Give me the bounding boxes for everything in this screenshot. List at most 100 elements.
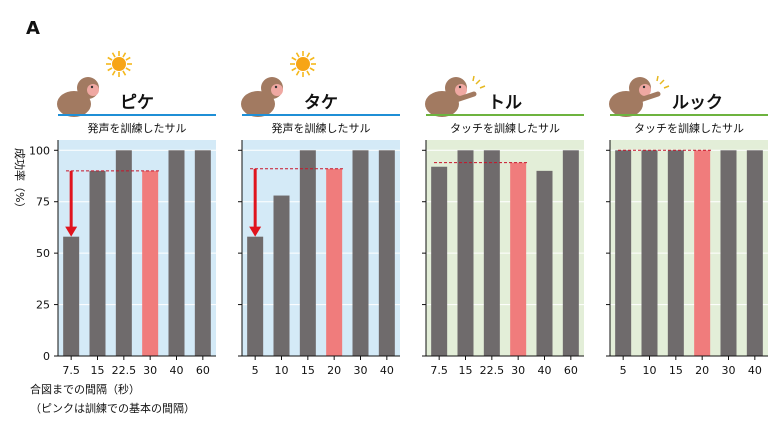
monkey-icon: [241, 77, 283, 117]
bar: [641, 150, 658, 356]
y-tick-label: 0: [43, 350, 50, 363]
x-tick-label: 30: [354, 364, 368, 377]
bar: [667, 150, 684, 356]
bar: [510, 162, 527, 356]
panel-subtitle: 発声を訓練したサル: [88, 121, 187, 135]
bar: [431, 166, 448, 356]
sun-core: [112, 57, 126, 71]
panel-subtitle: タッチを訓練したサル: [634, 121, 744, 135]
x-tick-label: 7.5: [62, 364, 80, 377]
x-tick-label: 40: [380, 364, 394, 377]
monkey-face: [455, 84, 467, 96]
bar: [168, 150, 185, 356]
sun-ray: [306, 52, 311, 58]
x-tick-label: 10: [643, 364, 657, 377]
sun-ray: [309, 56, 315, 61]
bar: [746, 150, 763, 356]
bar: [142, 170, 159, 356]
x-tick-label: 7.5: [430, 364, 448, 377]
x-axis-note-pink: （ピンクは訓練での基本の間隔）: [30, 401, 195, 415]
x-tick-label: 30: [143, 364, 157, 377]
monkey-touching-icon: [609, 75, 670, 117]
monkey-touching-icon: [425, 75, 486, 117]
x-tick-label: 40: [748, 364, 762, 377]
bar: [694, 150, 711, 356]
x-tick-label: 30: [511, 364, 525, 377]
touch-spark-icon: [656, 75, 670, 89]
panel-name: タケ: [304, 93, 338, 113]
monkey-arm: [637, 91, 661, 103]
panel-subtitle: タッチを訓練したサル: [450, 121, 560, 135]
x-tick-label: 15: [459, 364, 473, 377]
sun-ray: [111, 70, 116, 76]
sun-ray: [295, 70, 300, 76]
bar: [273, 195, 290, 356]
monkey-face: [87, 84, 99, 96]
monkey-face: [271, 84, 283, 96]
bar: [352, 150, 369, 356]
bar: [457, 150, 474, 356]
sun-ray: [306, 70, 311, 76]
plot-background: [426, 140, 584, 356]
sun-ray: [291, 56, 297, 61]
panel-name: ルック: [672, 93, 723, 113]
monkey-face: [639, 84, 651, 96]
sun-ray: [309, 67, 315, 72]
panel-subtitle: 発声を訓練したサル: [272, 121, 371, 135]
x-axis-note: 合図までの間隔（秒）: [30, 382, 140, 396]
bar: [615, 150, 632, 356]
x-tick-label: 22.5: [112, 364, 137, 377]
sun-icon: [106, 51, 132, 77]
x-tick-label: 15: [301, 364, 315, 377]
decline-arrow-head: [65, 226, 78, 237]
bar: [247, 236, 264, 356]
y-tick-label: 25: [36, 299, 50, 312]
monkey-eye: [274, 85, 278, 89]
y-tick-label: 50: [36, 247, 50, 260]
y-tick-label: 75: [36, 196, 50, 209]
x-tick-label: 60: [196, 364, 210, 377]
panel-name: ピケ: [120, 93, 154, 113]
touch-spark-icon: [472, 75, 486, 89]
sun-ray: [107, 67, 113, 72]
sun-icon: [290, 51, 316, 77]
decline-arrow-head: [249, 226, 262, 237]
sun-core: [296, 57, 310, 71]
monkey-eye: [458, 85, 462, 89]
bar: [536, 170, 553, 356]
panel-name: トル: [488, 93, 522, 113]
monkey-arm: [453, 91, 477, 103]
panel-label: A: [26, 18, 40, 39]
x-tick-label: 40: [170, 364, 184, 377]
x-tick-label: 20: [695, 364, 709, 377]
sun-ray: [111, 52, 116, 58]
sun-ray: [107, 56, 113, 61]
y-tick-label: 100: [29, 144, 50, 157]
x-tick-label: 10: [275, 364, 289, 377]
bar: [89, 170, 106, 356]
y-axis-title: 成功率（%）: [13, 148, 27, 213]
x-tick-label: 40: [538, 364, 552, 377]
monkey-eye: [642, 85, 646, 89]
x-tick-label: 15: [91, 364, 105, 377]
x-tick-label: 60: [564, 364, 578, 377]
bar: [720, 150, 737, 356]
x-tick-label: 5: [252, 364, 259, 377]
sun-ray: [295, 52, 300, 58]
bar: [115, 150, 132, 356]
bar: [378, 150, 395, 356]
x-tick-label: 22.5: [480, 364, 505, 377]
sun-ray: [122, 70, 127, 76]
plot-background: [58, 140, 216, 356]
sun-ray: [291, 67, 297, 72]
x-tick-label: 15: [669, 364, 683, 377]
monkey-eye: [90, 85, 94, 89]
sun-ray: [125, 56, 131, 61]
bar: [194, 150, 211, 356]
bar: [299, 150, 316, 356]
